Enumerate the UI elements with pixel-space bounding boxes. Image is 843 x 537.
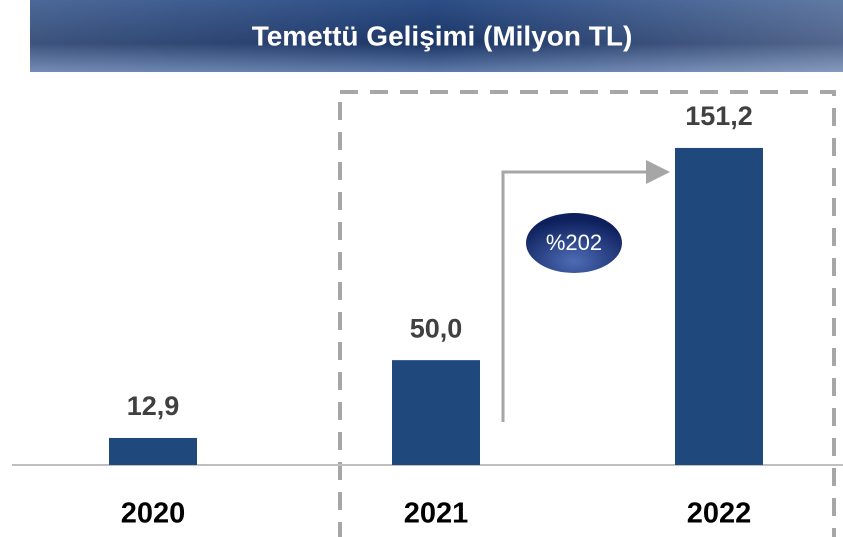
title-banner-shine <box>30 0 843 72</box>
x-tick-label: 2020 <box>121 498 186 530</box>
x-tick-label: 2022 <box>687 498 752 530</box>
value-label: 151,2 <box>685 101 753 131</box>
bar <box>392 360 480 465</box>
value-label: 12,9 <box>127 391 180 421</box>
bar <box>675 147 763 465</box>
growth-arrow <box>501 160 670 422</box>
growth-badge <box>526 213 622 273</box>
growth-label: %202 <box>546 230 602 255</box>
highlight-box <box>338 90 836 537</box>
x-tick-label: 2021 <box>404 498 469 530</box>
value-label: 50,0 <box>410 313 463 343</box>
bar <box>109 437 197 465</box>
chart-title: Temettü Gelişimi (Milyon TL) <box>252 20 633 51</box>
